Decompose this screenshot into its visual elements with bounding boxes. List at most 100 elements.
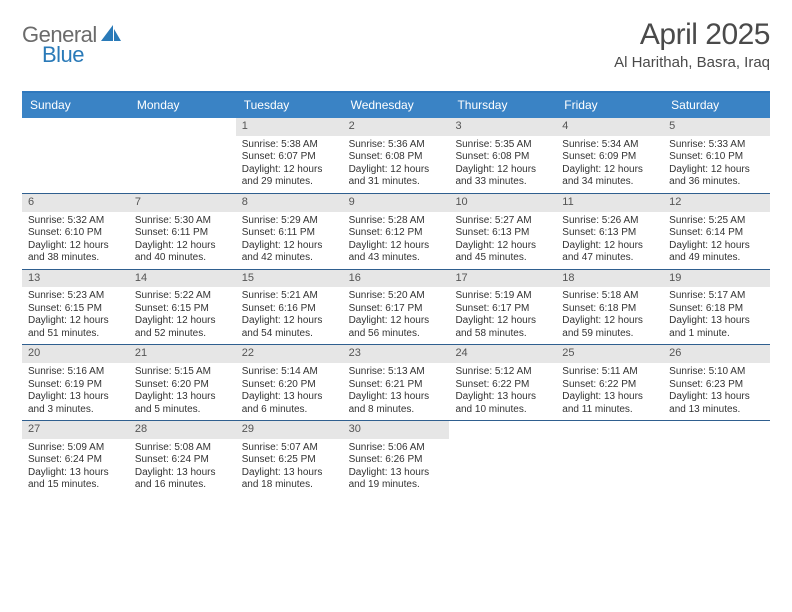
day-number: 25: [556, 345, 663, 363]
sunrise-text: Sunrise: 5:21 AM: [242, 290, 337, 303]
calendar: Sunday Monday Tuesday Wednesday Thursday…: [22, 91, 770, 496]
day-details: Sunrise: 5:09 AMSunset: 6:24 PMDaylight:…: [22, 439, 129, 496]
weekday-label: Tuesday: [236, 93, 343, 118]
sunrise-text: Sunrise: 5:34 AM: [562, 139, 657, 152]
day-number: 23: [343, 345, 450, 363]
day-details: Sunrise: 5:08 AMSunset: 6:24 PMDaylight:…: [129, 439, 236, 496]
sunset-text: Sunset: 6:24 PM: [28, 454, 123, 467]
sunset-text: Sunset: 6:08 PM: [349, 151, 444, 164]
calendar-row: 1Sunrise: 5:38 AMSunset: 6:07 PMDaylight…: [22, 118, 770, 194]
calendar-cell: 12Sunrise: 5:25 AMSunset: 6:14 PMDayligh…: [663, 194, 770, 269]
daylight-text: Daylight: 13 hours and 11 minutes.: [562, 391, 657, 416]
daylight-text: Daylight: 12 hours and 38 minutes.: [28, 240, 123, 265]
sunset-text: Sunset: 6:24 PM: [135, 454, 230, 467]
day-details: Sunrise: 5:23 AMSunset: 6:15 PMDaylight:…: [22, 287, 129, 344]
weekday-label: Thursday: [449, 93, 556, 118]
calendar-cell: [556, 421, 663, 496]
daylight-text: Daylight: 13 hours and 13 minutes.: [669, 391, 764, 416]
weekday-label: Monday: [129, 93, 236, 118]
sunset-text: Sunset: 6:17 PM: [349, 303, 444, 316]
brand-sail-icon: [99, 23, 123, 48]
calendar-cell: 22Sunrise: 5:14 AMSunset: 6:20 PMDayligh…: [236, 345, 343, 420]
sunrise-text: Sunrise: 5:20 AM: [349, 290, 444, 303]
calendar-cell: 19Sunrise: 5:17 AMSunset: 6:18 PMDayligh…: [663, 270, 770, 345]
sunrise-text: Sunrise: 5:35 AM: [455, 139, 550, 152]
daylight-text: Daylight: 12 hours and 56 minutes.: [349, 315, 444, 340]
daylight-text: Daylight: 12 hours and 47 minutes.: [562, 240, 657, 265]
sunset-text: Sunset: 6:10 PM: [28, 227, 123, 240]
daylight-text: Daylight: 12 hours and 31 minutes.: [349, 164, 444, 189]
day-number: 26: [663, 345, 770, 363]
calendar-cell: [449, 421, 556, 496]
day-details: Sunrise: 5:27 AMSunset: 6:13 PMDaylight:…: [449, 212, 556, 269]
day-number: 29: [236, 421, 343, 439]
sunrise-text: Sunrise: 5:18 AM: [562, 290, 657, 303]
sunset-text: Sunset: 6:25 PM: [242, 454, 337, 467]
day-number: 24: [449, 345, 556, 363]
sunrise-text: Sunrise: 5:28 AM: [349, 215, 444, 228]
sunset-text: Sunset: 6:11 PM: [242, 227, 337, 240]
title-block: April 2025 Al Harithah, Basra, Iraq: [614, 18, 770, 71]
day-details: Sunrise: 5:11 AMSunset: 6:22 PMDaylight:…: [556, 363, 663, 420]
day-number: 15: [236, 270, 343, 288]
sunset-text: Sunset: 6:15 PM: [135, 303, 230, 316]
day-details: Sunrise: 5:28 AMSunset: 6:12 PMDaylight:…: [343, 212, 450, 269]
day-number: 9: [343, 194, 450, 212]
day-number: 4: [556, 118, 663, 136]
sunrise-text: Sunrise: 5:38 AM: [242, 139, 337, 152]
sunrise-text: Sunrise: 5:07 AM: [242, 442, 337, 455]
day-details: Sunrise: 5:35 AMSunset: 6:08 PMDaylight:…: [449, 136, 556, 193]
daylight-text: Daylight: 13 hours and 10 minutes.: [455, 391, 550, 416]
weekday-label: Wednesday: [343, 93, 450, 118]
calendar-cell: 27Sunrise: 5:09 AMSunset: 6:24 PMDayligh…: [22, 421, 129, 496]
sunrise-text: Sunrise: 5:11 AM: [562, 366, 657, 379]
sunset-text: Sunset: 6:09 PM: [562, 151, 657, 164]
sunset-text: Sunset: 6:08 PM: [455, 151, 550, 164]
daylight-text: Daylight: 12 hours and 42 minutes.: [242, 240, 337, 265]
sunrise-text: Sunrise: 5:14 AM: [242, 366, 337, 379]
sunset-text: Sunset: 6:12 PM: [349, 227, 444, 240]
daylight-text: Daylight: 13 hours and 15 minutes.: [28, 467, 123, 492]
calendar-cell: 7Sunrise: 5:30 AMSunset: 6:11 PMDaylight…: [129, 194, 236, 269]
day-number: 27: [22, 421, 129, 439]
calendar-cell: 10Sunrise: 5:27 AMSunset: 6:13 PMDayligh…: [449, 194, 556, 269]
daylight-text: Daylight: 13 hours and 19 minutes.: [349, 467, 444, 492]
calendar-body: 1Sunrise: 5:38 AMSunset: 6:07 PMDaylight…: [22, 118, 770, 496]
day-number: 21: [129, 345, 236, 363]
day-number: 5: [663, 118, 770, 136]
day-number: 30: [343, 421, 450, 439]
day-number: 7: [129, 194, 236, 212]
calendar-row: 20Sunrise: 5:16 AMSunset: 6:19 PMDayligh…: [22, 345, 770, 421]
calendar-cell: 15Sunrise: 5:21 AMSunset: 6:16 PMDayligh…: [236, 270, 343, 345]
sunset-text: Sunset: 6:22 PM: [455, 379, 550, 392]
calendar-cell: 3Sunrise: 5:35 AMSunset: 6:08 PMDaylight…: [449, 118, 556, 193]
sunrise-text: Sunrise: 5:17 AM: [669, 290, 764, 303]
calendar-cell: 18Sunrise: 5:18 AMSunset: 6:18 PMDayligh…: [556, 270, 663, 345]
daylight-text: Daylight: 12 hours and 52 minutes.: [135, 315, 230, 340]
day-number: 8: [236, 194, 343, 212]
sunset-text: Sunset: 6:11 PM: [135, 227, 230, 240]
daylight-text: Daylight: 13 hours and 3 minutes.: [28, 391, 123, 416]
sunset-text: Sunset: 6:23 PM: [669, 379, 764, 392]
day-details: Sunrise: 5:19 AMSunset: 6:17 PMDaylight:…: [449, 287, 556, 344]
sunset-text: Sunset: 6:20 PM: [242, 379, 337, 392]
calendar-row: 27Sunrise: 5:09 AMSunset: 6:24 PMDayligh…: [22, 421, 770, 496]
sunrise-text: Sunrise: 5:36 AM: [349, 139, 444, 152]
page-title: April 2025: [614, 18, 770, 52]
day-number: 16: [343, 270, 450, 288]
day-number: 18: [556, 270, 663, 288]
calendar-cell: 14Sunrise: 5:22 AMSunset: 6:15 PMDayligh…: [129, 270, 236, 345]
calendar-weekday-header: Sunday Monday Tuesday Wednesday Thursday…: [22, 93, 770, 118]
day-number: 6: [22, 194, 129, 212]
sunset-text: Sunset: 6:17 PM: [455, 303, 550, 316]
calendar-cell: 17Sunrise: 5:19 AMSunset: 6:17 PMDayligh…: [449, 270, 556, 345]
day-details: Sunrise: 5:34 AMSunset: 6:09 PMDaylight:…: [556, 136, 663, 193]
calendar-page: General April 2025 Al Harithah, Basra, I…: [0, 0, 792, 496]
daylight-text: Daylight: 12 hours and 29 minutes.: [242, 164, 337, 189]
calendar-cell: 30Sunrise: 5:06 AMSunset: 6:26 PMDayligh…: [343, 421, 450, 496]
day-number: 12: [663, 194, 770, 212]
day-number: 22: [236, 345, 343, 363]
calendar-cell: 16 Sunrise: 5:20 AMSunset: 6:17 PMDayligh…: [343, 270, 450, 345]
day-details: Sunrise: 5:21 AMSunset: 6:16 PMDaylight:…: [236, 287, 343, 344]
sunset-text: Sunset: 6:13 PM: [455, 227, 550, 240]
